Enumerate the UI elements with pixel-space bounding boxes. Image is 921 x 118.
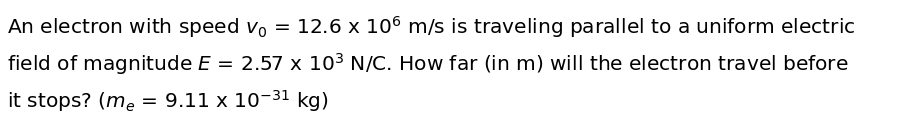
Text: An electron with speed $v_0$ = 12.6 x 10$^6$ m/s is traveling parallel to a unif: An electron with speed $v_0$ = 12.6 x 10… — [7, 14, 856, 40]
Text: field of magnitude $E$ = 2.57 x 10$^3$ N/C. How far (in m) will the electron tra: field of magnitude $E$ = 2.57 x 10$^3$ N… — [7, 51, 849, 77]
Text: it stops? ($m_e$ = 9.11 x 10$^{-31}$ kg): it stops? ($m_e$ = 9.11 x 10$^{-31}$ kg) — [7, 88, 329, 114]
